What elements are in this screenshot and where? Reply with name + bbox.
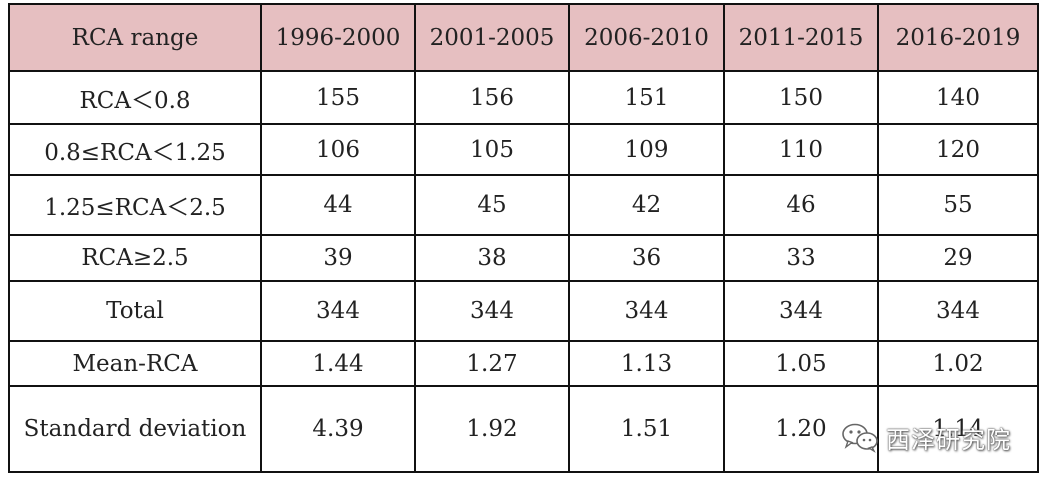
row-label: Mean-RCA (8, 340, 262, 387)
header-2006-2010: 2006-2010 (568, 3, 725, 72)
row-label: Standard deviation (8, 385, 262, 473)
table-cell: 1.51 (568, 385, 725, 473)
table-cell: 44 (260, 174, 416, 236)
table-row: RCA＜0.8 155 156 151 150 140 (8, 70, 1039, 125)
table-row: RCA≥2.5 39 38 36 33 29 (8, 234, 1039, 282)
table-row: 1.25≤RCA＜2.5 44 45 42 46 55 (8, 174, 1039, 236)
table-cell: 38 (414, 234, 570, 282)
header-2016-2019: 2016-2019 (877, 3, 1039, 72)
row-label: RCA＜0.8 (8, 70, 262, 125)
table-cell: 1.27 (414, 340, 570, 387)
table-cell: 109 (568, 123, 725, 176)
table-cell: 33 (723, 234, 879, 282)
header-rca-range: RCA range (8, 3, 262, 72)
table-cell: 150 (723, 70, 879, 125)
table-cell: 1.02 (877, 340, 1039, 387)
table-cell: 4.39 (260, 385, 416, 473)
row-label: 0.8≤RCA＜1.25 (8, 123, 262, 176)
table-cell: 1.13 (568, 340, 725, 387)
table-cell: 42 (568, 174, 725, 236)
watermark-text: 西泽研究院 (886, 425, 1011, 454)
table-cell: 1.44 (260, 340, 416, 387)
table-cell: 344 (260, 280, 416, 342)
table-cell: 151 (568, 70, 725, 125)
table-cell: 46 (723, 174, 879, 236)
table-cell: 344 (414, 280, 570, 342)
table-cell: 140 (877, 70, 1039, 125)
table-cell: 29 (877, 234, 1039, 282)
table-cell: 36 (568, 234, 725, 282)
table-row: Mean-RCA 1.44 1.27 1.13 1.05 1.02 (8, 340, 1039, 387)
row-label: 1.25≤RCA＜2.5 (8, 174, 262, 236)
table-header-row: RCA range 1996-2000 2001-2005 2006-2010 … (8, 3, 1039, 72)
table-cell: 1.92 (414, 385, 570, 473)
table-cell: 344 (568, 280, 725, 342)
rca-distribution-table: RCA range 1996-2000 2001-2005 2006-2010 … (8, 3, 1039, 473)
table-cell: 39 (260, 234, 416, 282)
table-cell: 45 (414, 174, 570, 236)
rca-table-container: RCA range 1996-2000 2001-2005 2006-2010 … (8, 3, 1039, 473)
row-label: RCA≥2.5 (8, 234, 262, 282)
table-row: Standard deviation 4.39 1.92 1.51 1.20 1… (8, 385, 1039, 473)
table-row: 0.8≤RCA＜1.25 106 105 109 110 120 (8, 123, 1039, 176)
row-label: Total (8, 280, 262, 342)
table-row: Total 344 344 344 344 344 (8, 280, 1039, 342)
table-cell: 344 (877, 280, 1039, 342)
header-1996-2000: 1996-2000 (260, 3, 416, 72)
table-cell: 1.05 (723, 340, 879, 387)
table-cell: 120 (877, 123, 1039, 176)
table-cell: 344 (723, 280, 879, 342)
table-cell: 105 (414, 123, 570, 176)
table-cell: 1.14 (877, 385, 1039, 473)
header-2011-2015: 2011-2015 (723, 3, 879, 72)
wechat-icon (840, 421, 880, 453)
table-cell: 156 (414, 70, 570, 125)
table-cell: 106 (260, 123, 416, 176)
header-2001-2005: 2001-2005 (414, 3, 570, 72)
table-cell: 110 (723, 123, 879, 176)
table-cell: 55 (877, 174, 1039, 236)
watermark: 西泽研究院 (840, 420, 1011, 454)
table-cell: 155 (260, 70, 416, 125)
